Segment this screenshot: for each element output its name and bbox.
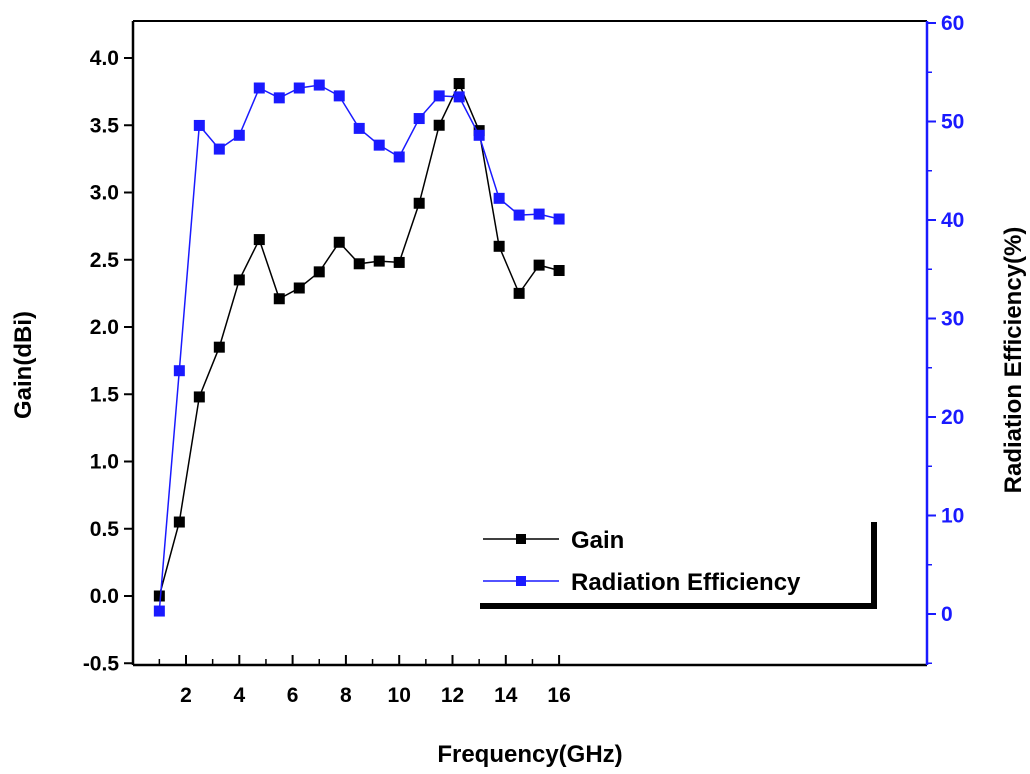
radiation-efficiency-data-point — [213, 143, 225, 155]
y-right-tick-label: 60 — [941, 12, 964, 35]
radiation-efficiency-data-point — [253, 82, 265, 94]
left-axis-title: Gain(dBi) — [10, 311, 37, 419]
radiation-efficiency-data-point — [373, 139, 385, 151]
gain-data-point — [153, 590, 165, 602]
y-left-tick-label: 1.5 — [90, 383, 120, 406]
y-right-tick-label: 30 — [941, 308, 964, 331]
gain-data-point — [493, 240, 505, 252]
legend-efficiency-marker — [516, 576, 526, 586]
y-left-tick-label: 4.0 — [90, 47, 119, 70]
radiation-efficiency-data-point — [513, 209, 525, 221]
gain-data-point — [273, 293, 285, 305]
chart-marks — [153, 78, 565, 617]
x-tick-label: 16 — [547, 684, 570, 707]
gain-data-point — [513, 287, 525, 299]
radiation-efficiency-data-point — [553, 213, 565, 225]
y-left-tick-label: -0.5 — [83, 652, 120, 675]
gain-data-point — [553, 265, 565, 277]
radiation-efficiency-data-point — [393, 151, 405, 163]
y-left-tick-label: 2.0 — [90, 316, 119, 339]
gain-data-point — [173, 516, 185, 528]
x-tick-label: 8 — [340, 684, 352, 707]
x-tick-label: 2 — [180, 684, 192, 707]
y-right-tick-label: 0 — [941, 603, 953, 626]
radiation-efficiency-data-point — [293, 82, 305, 94]
legend-efficiency-label: Radiation Efficiency — [571, 569, 801, 596]
legend: Gain Radiation Efficiency — [480, 522, 877, 609]
gain-data-point — [413, 197, 425, 209]
y-right-tick-label: 10 — [941, 505, 964, 528]
y-right-tick-label: 40 — [941, 209, 964, 232]
radiation-efficiency-data-point — [353, 122, 365, 134]
radiation-efficiency-data-point — [153, 605, 165, 617]
radiation-efficiency-data-point — [433, 90, 445, 102]
radiation-efficiency-data-point — [273, 92, 285, 104]
gain-data-point — [253, 234, 265, 246]
gain-data-point — [533, 259, 545, 271]
gain-data-point — [393, 256, 405, 268]
gain-data-point — [233, 274, 245, 286]
x-tick-label: 12 — [441, 684, 464, 707]
radiation-efficiency-data-point — [473, 129, 485, 141]
gain-data-point — [193, 391, 205, 403]
y-right-tick-label: 20 — [941, 406, 964, 429]
axis-ticks: 2 4 6 8 10 12 14 16 -0.5 0.0 0.5 1.0 1.5 2.0 2.5 3.0 3.5… — [83, 12, 965, 707]
radiation-efficiency-data-point — [493, 192, 505, 204]
gain-data-point — [293, 282, 305, 294]
gain-data-point — [353, 258, 365, 270]
right-axis-title: Radiation Efficiency(%) — [1000, 227, 1027, 494]
radiation-efficiency-data-point — [193, 119, 205, 131]
y-left-tick-label: 3.0 — [90, 182, 119, 205]
radiation-efficiency-data-point — [233, 129, 245, 141]
radiation-efficiency-data-point — [413, 113, 425, 125]
radiation-efficiency-data-point — [173, 365, 185, 377]
gain-data-point — [373, 255, 385, 267]
y-left-tick-label: 0.5 — [90, 518, 120, 541]
y-left-tick-label: 2.5 — [90, 249, 120, 272]
gain-data-point — [433, 119, 445, 131]
radiation-efficiency-data-point — [313, 79, 325, 91]
gain-data-point — [313, 266, 325, 278]
legend-gain-marker — [516, 534, 526, 544]
x-tick-label: 4 — [233, 684, 245, 707]
radiation-efficiency-data-point — [533, 208, 545, 220]
gain-data-point — [453, 78, 465, 90]
y-left-tick-label: 1.0 — [90, 451, 119, 474]
gain-data-point — [333, 236, 345, 248]
y-left-tick-label: 3.5 — [90, 114, 120, 137]
radiation-efficiency-data-point — [453, 91, 465, 103]
x-axis-title: Frequency(GHz) — [437, 741, 622, 768]
radiation-efficiency-data-point — [333, 90, 345, 102]
y-right-tick-label: 50 — [941, 111, 964, 134]
y-left-tick-label: 0.0 — [90, 585, 119, 608]
x-tick-label: 10 — [388, 684, 411, 707]
legend-gain-label: Gain — [571, 527, 624, 554]
x-tick-label: 6 — [287, 684, 299, 707]
x-tick-label: 14 — [494, 684, 518, 707]
gain-data-point — [213, 341, 225, 353]
